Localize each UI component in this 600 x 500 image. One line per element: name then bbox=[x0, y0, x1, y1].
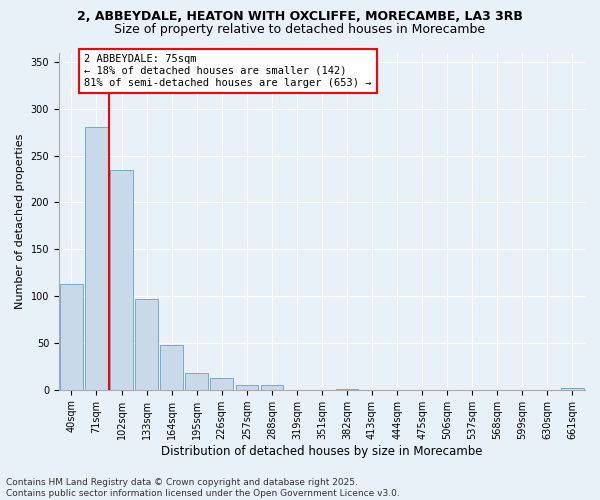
Bar bbox=[561, 388, 584, 390]
Text: Contains HM Land Registry data © Crown copyright and database right 2025.
Contai: Contains HM Land Registry data © Crown c… bbox=[6, 478, 400, 498]
Bar bbox=[60, 284, 83, 390]
Bar bbox=[211, 378, 233, 390]
Bar bbox=[236, 385, 258, 390]
Text: 2 ABBEYDALE: 75sqm
← 18% of detached houses are smaller (142)
81% of semi-detach: 2 ABBEYDALE: 75sqm ← 18% of detached hou… bbox=[84, 54, 371, 88]
X-axis label: Distribution of detached houses by size in Morecambe: Distribution of detached houses by size … bbox=[161, 444, 483, 458]
Bar bbox=[260, 385, 283, 390]
Bar bbox=[110, 170, 133, 390]
Text: Size of property relative to detached houses in Morecambe: Size of property relative to detached ho… bbox=[115, 22, 485, 36]
Bar bbox=[185, 373, 208, 390]
Bar bbox=[336, 389, 358, 390]
Y-axis label: Number of detached properties: Number of detached properties bbox=[15, 134, 25, 309]
Text: 2, ABBEYDALE, HEATON WITH OXCLIFFE, MORECAMBE, LA3 3RB: 2, ABBEYDALE, HEATON WITH OXCLIFFE, MORE… bbox=[77, 10, 523, 23]
Bar bbox=[136, 299, 158, 390]
Bar bbox=[160, 345, 183, 390]
Bar bbox=[85, 128, 108, 390]
